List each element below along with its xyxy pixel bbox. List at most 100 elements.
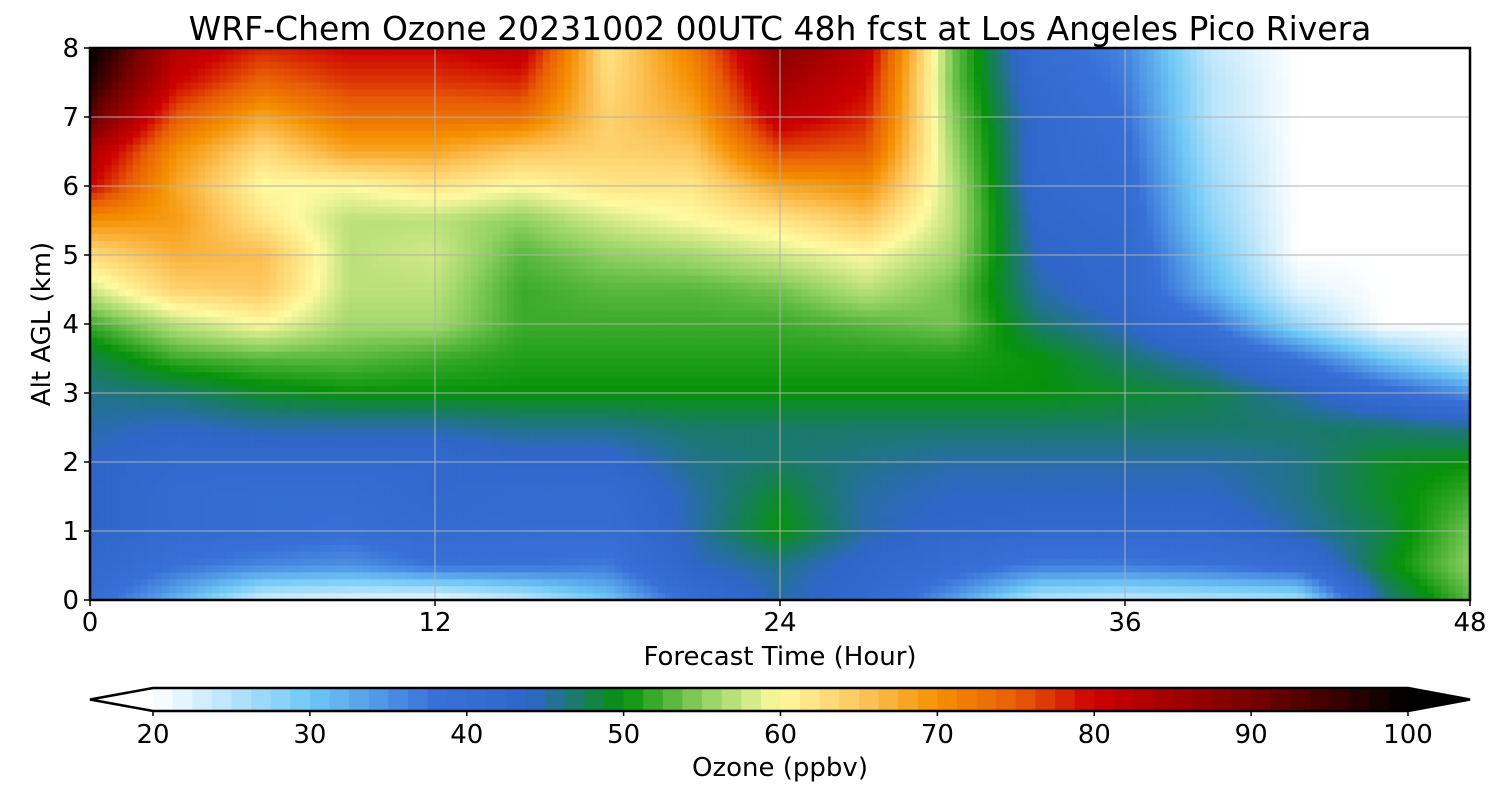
heatmap-cell xyxy=(133,54,141,63)
heatmap-cell xyxy=(557,89,565,97)
heatmap-cell xyxy=(1340,151,1349,159)
heatmap-cell xyxy=(744,117,752,125)
heatmap-cell xyxy=(506,130,515,139)
heatmap-cell xyxy=(1390,117,1399,125)
heatmap-cell xyxy=(758,123,767,132)
heatmap-cell xyxy=(169,103,177,111)
heatmap-cell xyxy=(406,213,415,222)
heatmap-cell xyxy=(578,186,587,194)
heatmap-cell xyxy=(1125,75,1133,84)
heatmap-cell xyxy=(614,82,623,90)
heatmap-cell xyxy=(348,206,357,215)
heatmap-cell xyxy=(118,179,127,187)
heatmap-cell xyxy=(895,117,903,125)
heatmap-cell xyxy=(1010,61,1018,70)
heatmap-cell xyxy=(269,117,278,125)
heatmap-cell xyxy=(478,82,486,90)
heatmap-cell xyxy=(1096,213,1105,222)
heatmap-cell xyxy=(1074,206,1083,215)
heatmap-cell xyxy=(1362,54,1370,63)
heatmap-cell xyxy=(226,179,235,187)
heatmap-cell xyxy=(729,68,738,77)
heatmap-cell xyxy=(578,165,587,173)
heatmap-cell xyxy=(621,206,630,215)
heatmap-cell xyxy=(1031,123,1040,132)
heatmap-cell xyxy=(657,130,666,139)
heatmap-cell xyxy=(995,144,1004,153)
heatmap-cell xyxy=(974,130,982,139)
heatmap-cell xyxy=(1326,206,1335,215)
heatmap-cell xyxy=(1462,123,1470,132)
heatmap-cell xyxy=(815,48,824,56)
heatmap-cell xyxy=(672,123,680,132)
heatmap-cell xyxy=(1089,117,1097,125)
heatmap-cell xyxy=(938,151,946,159)
heatmap-cell xyxy=(219,220,228,228)
heatmap-cell xyxy=(399,82,407,90)
heatmap-cell xyxy=(1031,220,1040,228)
heatmap-cell xyxy=(974,61,982,70)
heatmap-cell xyxy=(1038,61,1047,70)
heatmap-cell xyxy=(1204,213,1212,222)
heatmap-cell xyxy=(700,130,709,139)
heatmap-cell xyxy=(506,89,515,97)
heatmap-cell xyxy=(442,137,450,146)
heatmap-cell xyxy=(1168,158,1176,166)
heatmap-cell xyxy=(1333,151,1342,159)
heatmap-cell xyxy=(542,89,551,97)
heatmap-cell xyxy=(90,186,98,194)
heatmap-cell xyxy=(449,213,458,222)
heatmap-cell xyxy=(1369,68,1378,77)
heatmap-cell xyxy=(97,213,105,222)
heatmap-cell xyxy=(859,130,867,139)
heatmap-cell xyxy=(679,110,688,118)
heatmap-cell xyxy=(240,206,249,215)
heatmap-cell xyxy=(1146,199,1155,208)
heatmap-cell xyxy=(614,68,623,77)
heatmap-cell xyxy=(578,103,587,111)
heatmap-cell xyxy=(97,137,105,146)
heatmap-cell xyxy=(1333,96,1342,104)
heatmap-cell xyxy=(607,144,616,153)
heatmap-cell xyxy=(118,68,127,77)
heatmap-cell xyxy=(147,192,156,201)
heatmap-cell xyxy=(1326,103,1335,111)
heatmap-cell xyxy=(1247,61,1255,70)
heatmap-cell xyxy=(528,172,537,180)
heatmap-cell xyxy=(1304,61,1313,70)
heatmap-cell xyxy=(1448,172,1457,180)
heatmap-cell xyxy=(90,89,98,97)
heatmap-cell xyxy=(90,172,98,180)
heatmap-cell xyxy=(578,220,587,228)
heatmap-cell xyxy=(133,61,141,70)
heatmap-cell xyxy=(1218,75,1227,84)
heatmap-cell xyxy=(1010,82,1018,90)
heatmap-cell xyxy=(1125,144,1133,153)
heatmap-cell xyxy=(384,89,393,97)
heatmap-cell xyxy=(945,165,954,173)
heatmap-cell xyxy=(197,179,206,187)
heatmap-cell xyxy=(104,61,113,70)
heatmap-cell xyxy=(1096,54,1105,63)
heatmap-cell xyxy=(133,75,141,84)
heatmap-cell xyxy=(866,75,875,84)
heatmap-cell xyxy=(240,54,249,63)
heatmap-cell xyxy=(1017,130,1025,139)
heatmap-cell xyxy=(729,48,738,56)
heatmap-cell xyxy=(765,165,774,173)
heatmap-cell xyxy=(550,206,558,215)
heatmap-cell xyxy=(557,151,565,159)
heatmap-cell xyxy=(1462,82,1470,90)
heatmap-cell xyxy=(140,89,149,97)
heatmap-cell xyxy=(1067,89,1076,97)
heatmap-cell xyxy=(1125,68,1133,77)
heatmap-cell xyxy=(1160,144,1169,153)
heatmap-cell xyxy=(1225,137,1234,146)
heatmap-cell xyxy=(226,103,235,111)
heatmap-cell xyxy=(1398,110,1406,118)
heatmap-cell xyxy=(736,54,745,63)
heatmap-cell xyxy=(226,75,235,84)
heatmap-cell xyxy=(657,137,666,146)
heatmap-cell xyxy=(1045,82,1054,90)
heatmap-cell xyxy=(1304,48,1313,56)
